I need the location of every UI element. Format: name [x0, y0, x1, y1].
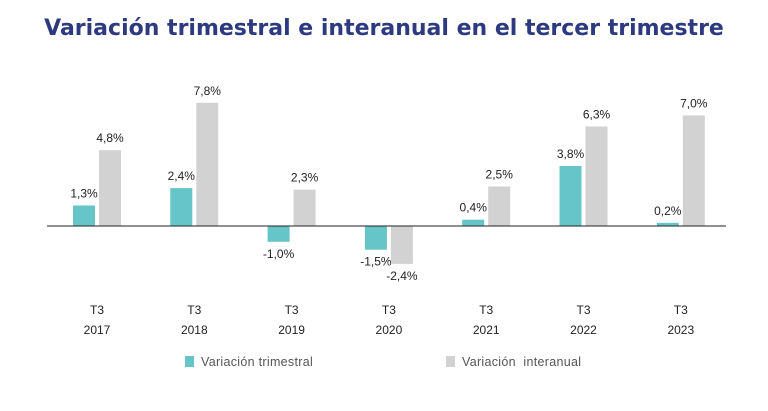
data-label-interanual-2017: 4,8% — [96, 131, 124, 145]
bar-trimestral-2021 — [462, 219, 485, 226]
bar-trimestral-2023 — [656, 222, 679, 226]
x-tick-label-year: 2020 — [376, 323, 403, 337]
x-tick-label-year: 2021 — [473, 323, 500, 337]
data-label-interanual-2023: 7,0% — [680, 96, 708, 110]
bar-interanual-2021 — [488, 186, 511, 226]
data-label-interanual-2020: -2,4% — [386, 269, 418, 283]
data-label-trimestral-2023: 0,2% — [654, 204, 682, 218]
data-label-trimestral-2020: -1,5% — [360, 255, 392, 269]
data-label-trimestral-2019: -1,0% — [263, 247, 295, 261]
x-tick-label-quarter: T3 — [479, 303, 493, 317]
x-tick-label-quarter: T3 — [674, 303, 688, 317]
data-label-trimestral-2017: 1,3% — [70, 186, 98, 200]
data-label-trimestral-2022: 3,8% — [557, 147, 585, 161]
bar-trimestral-2018 — [170, 188, 193, 226]
bar-interanual-2019 — [293, 189, 316, 226]
data-label-interanual-2022: 6,3% — [583, 107, 611, 121]
data-label-trimestral-2021: 0,4% — [460, 201, 488, 215]
x-tick-label-year: 2017 — [84, 323, 111, 337]
bar-interanual-2020 — [390, 226, 413, 264]
bar-trimestral-2022 — [559, 165, 582, 226]
bar-interanual-2022 — [585, 126, 608, 226]
x-tick-label-quarter: T3 — [576, 303, 590, 317]
bar-interanual-2017 — [99, 150, 121, 226]
bar-interanual-2023 — [682, 115, 705, 226]
legend-swatch-interanual — [446, 356, 455, 367]
data-label-interanual-2021: 2,5% — [486, 168, 514, 182]
x-tick-label-year: 2022 — [570, 323, 597, 337]
x-tick-label-quarter: T3 — [285, 303, 299, 317]
x-tick-label-year: 2023 — [667, 323, 694, 337]
data-label-interanual-2018: 7,8% — [194, 84, 222, 98]
data-label-trimestral-2018: 2,4% — [168, 169, 196, 183]
data-label-interanual-2019: 2,3% — [291, 171, 319, 185]
x-tick-label-year: 2019 — [278, 323, 305, 337]
legend-swatch-trimestral — [185, 356, 194, 367]
legend-label-trimestral: Variación trimestral — [201, 355, 313, 369]
x-tick-label-year: 2018 — [181, 323, 208, 337]
x-tick-label-quarter: T3 — [90, 303, 104, 317]
bar-trimestral-2020 — [364, 226, 387, 250]
chart-title: Variación trimestral e interanual en el … — [44, 16, 724, 41]
bar-trimestral-2019 — [267, 226, 290, 242]
bar-trimestral-2017 — [73, 205, 95, 226]
legend-label-interanual: Variación interanual — [462, 355, 581, 369]
x-tick-label-quarter: T3 — [382, 303, 396, 317]
x-tick-label-quarter: T3 — [187, 303, 201, 317]
bar-interanual-2018 — [196, 102, 219, 226]
